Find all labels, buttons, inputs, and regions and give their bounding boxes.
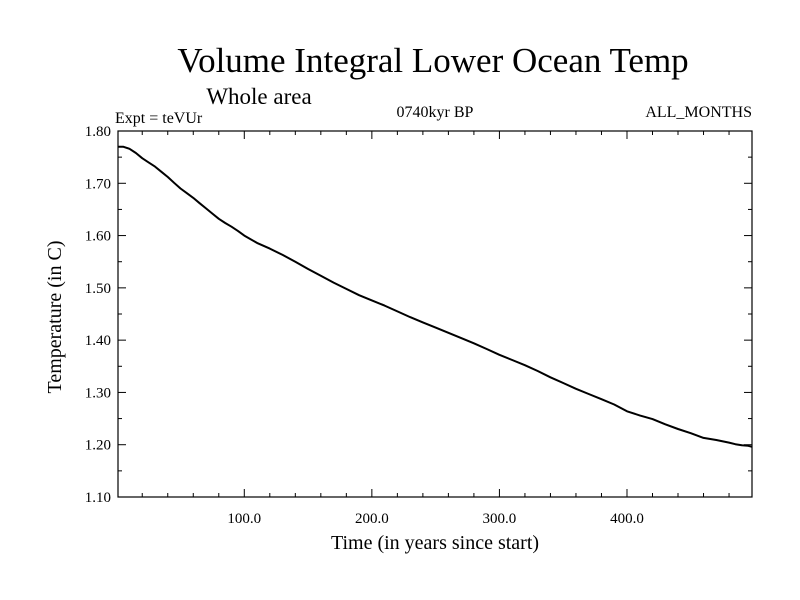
x-tick-label: 400.0 <box>610 511 644 527</box>
y-axis-title: Temperature (in C) <box>44 241 66 394</box>
plot-area: 1.10 1.20 1.30 1.40 1.50 1.60 1.70 1.80 100.0 200… <box>85 124 753 527</box>
experiment-label: Expt = teVUr <box>115 110 203 127</box>
y-tick-label: 1.50 <box>85 281 111 297</box>
x-tick-label: 300.0 <box>483 511 517 527</box>
chart-subtitle: Whole area <box>206 84 311 109</box>
x-tick-label: 100.0 <box>227 511 261 527</box>
period-label: 0740kyr BP <box>397 104 474 121</box>
y-tick-label: 1.70 <box>85 176 111 192</box>
y-tick-label: 1.60 <box>85 229 111 245</box>
y-tick-label: 1.10 <box>85 490 111 506</box>
plot-frame <box>117 130 753 498</box>
months-label: ALL_MONTHS <box>645 104 752 121</box>
chart-title: Volume Integral Lower Ocean Temp <box>177 41 688 80</box>
series-line <box>118 145 753 448</box>
x-tick-label: 200.0 <box>355 511 389 527</box>
y-tick-label: 1.20 <box>85 438 111 454</box>
y-tick-label: 1.40 <box>85 333 111 349</box>
x-axis-title: Time (in years since start) <box>331 532 539 554</box>
y-tick-label: 1.30 <box>85 385 111 401</box>
y-tick-label: 1.80 <box>85 124 111 140</box>
